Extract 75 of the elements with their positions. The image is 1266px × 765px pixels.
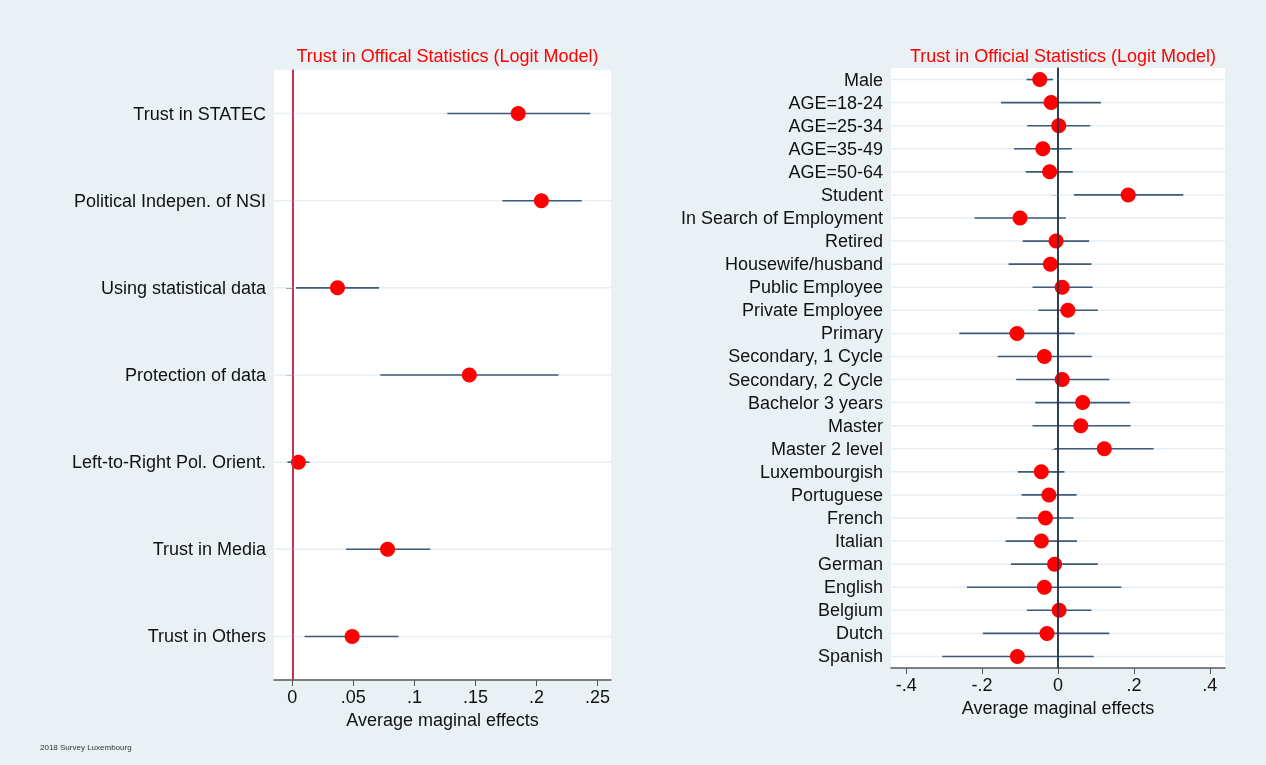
y-tick-label: Secondary, 1 Cycle	[728, 346, 883, 367]
text: 2018 Survey Luxembourg	[40, 742, 132, 752]
x-tick-label: .25	[585, 687, 611, 707]
y-tick-label: Portuguese	[790, 484, 883, 505]
point	[1009, 648, 1025, 664]
y-tick-label: German	[817, 554, 883, 575]
x-tick-label: .2	[529, 687, 545, 707]
y-tick-label: Primary	[821, 323, 883, 344]
y-tick-label: Trust in Media	[152, 539, 267, 560]
y-tick-label: Protection of data	[124, 365, 267, 385]
y-tick-label: Italian	[834, 531, 883, 552]
point	[1043, 95, 1059, 111]
y-tick-label: Housewife/husband	[724, 254, 883, 275]
y-tick-label: AGE=18-24	[788, 92, 883, 113]
y-tick-label: English	[823, 577, 883, 598]
point	[1036, 348, 1052, 364]
x-axis-title: Average maginal effects	[961, 697, 1155, 718]
y-tick-label: Political Indepen. of NSI	[73, 190, 266, 211]
point	[1039, 625, 1055, 641]
y-tick-label: Dutch	[835, 623, 883, 644]
point	[1036, 579, 1052, 595]
point	[1042, 164, 1058, 180]
y-tick-label: In Search of Employment	[680, 208, 883, 228]
point	[1037, 510, 1053, 526]
y-tick-label: Male	[843, 69, 883, 90]
x-tick-label: .1	[406, 687, 422, 707]
point	[1009, 325, 1025, 341]
point	[510, 106, 526, 122]
point	[1012, 210, 1028, 226]
x-tick-label: .15	[462, 687, 488, 707]
x-axis-title: Average maginal effects	[346, 709, 539, 730]
x-tick-label: .05	[340, 687, 366, 707]
y-tick-label: Using statistical data	[100, 277, 267, 298]
y-tick-label: AGE=25-34	[788, 115, 883, 136]
y-tick-label: Student	[820, 184, 883, 205]
y-tick-label: Master 2 level	[770, 438, 883, 459]
point	[1033, 533, 1049, 549]
y-tick-label: Left-to-Right Pol. Orient.	[71, 452, 266, 473]
point	[1120, 187, 1136, 203]
x-tick-label: 0	[287, 687, 298, 707]
y-tick-label: French	[826, 508, 883, 528]
point	[380, 541, 396, 557]
point	[1096, 441, 1112, 457]
x-tick-label: 0	[1052, 675, 1064, 695]
y-tick-label: Luxembourgish	[759, 461, 883, 482]
point	[461, 367, 477, 383]
y-tick-label: Trust in STATEC	[133, 103, 266, 124]
y-tick-label: Master	[827, 415, 883, 436]
point	[1042, 256, 1058, 272]
point	[1035, 141, 1051, 157]
x-tick-label: -.4	[895, 675, 917, 695]
point	[1073, 418, 1089, 434]
y-tick-label: Spanish	[817, 646, 883, 667]
y-tick-label: Secondary, 2 Cycle	[728, 369, 883, 390]
point	[1033, 464, 1049, 480]
y-tick-label: Trust in Others	[147, 626, 266, 647]
y-tick-label: AGE=50-64	[788, 161, 883, 182]
point	[1032, 72, 1048, 88]
y-tick-label: Retired	[824, 231, 883, 252]
x-tick-label: -.2	[971, 675, 993, 695]
point	[1060, 302, 1076, 318]
chart-title: Trust in Offical Statistics (Logit Model)	[296, 46, 599, 66]
x-tick-label: .2	[1126, 675, 1142, 695]
point	[330, 280, 345, 296]
point	[1041, 487, 1057, 503]
y-tick-label: Bachelor 3 years	[747, 392, 883, 413]
point	[533, 193, 549, 209]
chart-title: Trust in Official Statistics (Logit Model)	[909, 46, 1217, 66]
y-tick-label: AGE=35-49	[788, 138, 883, 159]
point	[1075, 395, 1091, 411]
y-tick-label: Public Employee	[748, 277, 883, 298]
x-tick-label: .4	[1202, 675, 1218, 695]
point	[344, 628, 360, 644]
y-tick-label: Private Employee	[741, 300, 883, 321]
y-tick-label: Belgium	[817, 600, 883, 621]
